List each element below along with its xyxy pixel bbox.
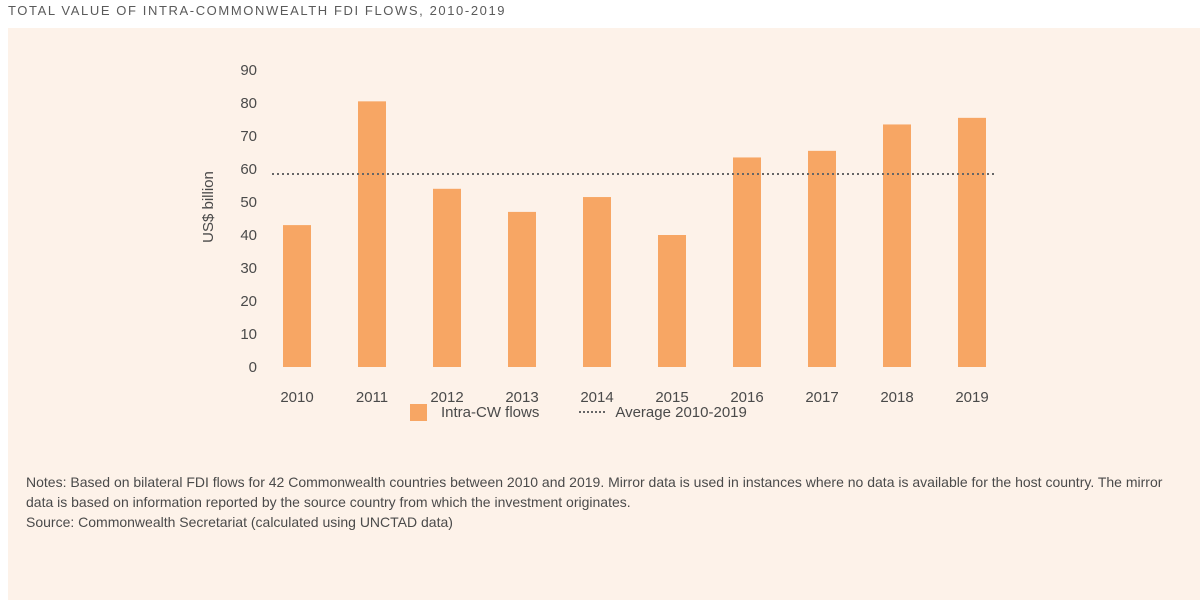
y-tick-label: 20	[240, 293, 257, 310]
bars	[283, 101, 986, 367]
notes: Notes: Based on bilateral FDI flows for …	[26, 472, 1176, 532]
legend-dotted-line-icon	[579, 411, 606, 413]
x-tick-label: 2014	[580, 389, 613, 406]
notes-text: Notes: Based on bilateral FDI flows for …	[26, 474, 1163, 510]
y-tick-label: 90	[240, 62, 257, 79]
bar-2012	[433, 188, 461, 367]
x-tick-label: 2015	[655, 389, 688, 406]
y-tick-label: 10	[240, 326, 257, 343]
x-tick-label: 2018	[880, 389, 913, 406]
legend-swatch-intra-cw	[410, 403, 427, 421]
x-tick-label: 2019	[955, 389, 988, 406]
y-axis-ticks: 0 10 20 30 40 50 60 70 80 90	[240, 62, 257, 376]
legend-label-intra-cw: Intra-CW flows	[441, 403, 540, 421]
bar-2011	[358, 101, 386, 367]
x-tick-label: 2013	[505, 389, 538, 406]
bar-2016	[733, 157, 761, 367]
legend: Intra-CW flows Average 2010-2019	[410, 402, 747, 422]
bar-2019	[958, 117, 986, 367]
y-tick-label: 0	[249, 359, 257, 376]
y-axis-label: US$ billion	[200, 171, 217, 243]
x-tick-label: 2012	[430, 389, 463, 406]
y-tick-label: 60	[240, 161, 257, 178]
bar-2015	[658, 235, 686, 367]
y-tick-label: 40	[240, 227, 257, 244]
y-tick-label: 70	[240, 128, 257, 145]
x-tick-label: 2017	[805, 389, 838, 406]
x-axis-ticks: 2010 2011 2012 2013 2014 2015 2016 2017 2018 2019	[280, 389, 988, 406]
y-tick-label: 30	[240, 260, 257, 277]
bar-2014	[583, 197, 611, 367]
bar-2018	[883, 124, 911, 367]
y-tick-label: 50	[240, 194, 257, 211]
bar-2017	[808, 150, 836, 367]
x-tick-label: 2011	[356, 389, 388, 406]
x-tick-label: 2010	[280, 389, 313, 406]
bar-2013	[508, 211, 536, 367]
y-tick-label: 80	[240, 95, 257, 112]
source-text: Source: Commonwealth Secretariat (calcul…	[26, 514, 453, 530]
x-tick-label: 2016	[730, 389, 763, 406]
bar-2010	[283, 225, 311, 367]
legend-label-average: Average 2010-2019	[615, 403, 747, 421]
page-title: TOTAL VALUE OF INTRA-COMMONWEALTH FDI FL…	[8, 3, 507, 18]
